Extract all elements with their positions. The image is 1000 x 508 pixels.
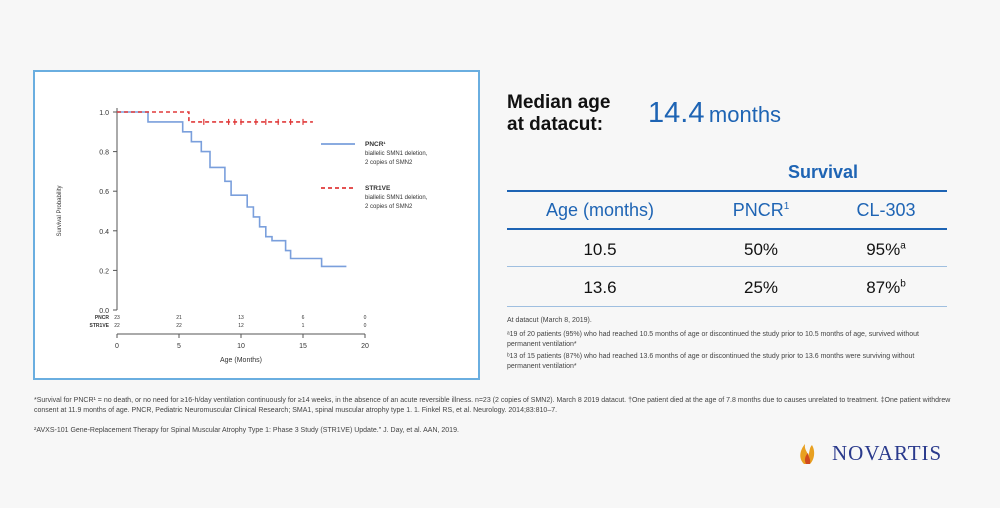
risk-value: 0 [364,315,367,321]
risk-value: 13 [238,315,244,321]
median-age-value: 14.4 months [648,97,781,130]
table-header-rule [507,228,947,230]
risk-value: 12 [238,323,244,329]
risk-value: 23 [114,315,120,321]
header-age: Age (months) [545,200,655,220]
table-bottom-rule [507,306,947,307]
risk-row-label: STR1VE [90,323,110,329]
km-chart-panel: 0.0 0.2 0.4 0.6 0.8 1.0 0 5 10 15 20 Age (Months) Su… [33,70,480,380]
row1-pncr: 50% [743,240,779,259]
legend-text: biallelic SMN1 deletion, [365,195,428,201]
row2-pncr: 25% [743,278,779,297]
risk-value: 21 [176,315,182,321]
risk-value: 1 [302,323,305,329]
novartis-wordmark: NOVARTIS [832,441,943,465]
y-tick-label: 1.0 [99,110,109,117]
risk-row-label: PNCR [95,315,110,321]
x-axis-label: Age (Months) [220,357,262,364]
y-tick-label: 0.4 [99,229,109,236]
x-tick-label: 5 [177,343,181,350]
header-pncr: PNCR1 [732,200,790,220]
x-tick-label: 20 [361,343,369,350]
x-tick-label: 10 [237,343,245,350]
row2-cl303: 87%b [866,278,906,297]
table-top-rule [507,190,947,192]
table-row-rule [507,266,947,267]
note-b: ᵇ13 of 15 patients (87%) who had reached… [507,353,915,370]
median-label-line1: Median age [507,92,611,113]
y-tick-label: 0.2 [99,268,109,275]
row1-age: 10.5 [583,240,617,259]
header-cl303: CL-303 [856,200,916,220]
footer-note-2: ²AVXS-101 Gene-Replacement Therapy for S… [34,427,459,434]
x-tick-label: 0 [115,343,119,350]
note-a: ᵃ19 of 20 patients (95%) who had reached… [507,331,919,348]
row2-age: 13.6 [583,278,617,297]
risk-value: 0 [364,323,367,329]
legend-text: biallelic SMN1 deletion, [365,151,428,157]
y-tick-label: 0.6 [99,189,109,196]
legend-text: 2 copies of SMN2 [365,160,413,166]
novartis-logo [800,444,815,464]
risk-value: 6 [302,315,305,321]
legend-text: PNCR¹ [365,141,386,148]
y-tick-label: 0.8 [99,150,109,157]
median-age-label: Median age at datacut: [507,92,637,136]
series-line-pncr [117,111,347,268]
series-line-str1ve [117,111,313,123]
y-axis-label: Survival Probability [57,185,63,236]
risk-value: 22 [114,323,120,329]
survival-table-title: Survival [787,162,859,182]
legend-text: 2 copies of SMN2 [365,204,413,210]
footer-note-1: *Survival for PNCR¹ = no death, or no ne… [34,397,951,414]
median-number: 14.4 [648,97,705,129]
median-label-line2: at datacut: [507,114,604,135]
x-tick-label: 15 [299,343,307,350]
risk-value: 22 [176,323,182,329]
legend-text: STR1VE [365,185,391,192]
note-datacut: At datacut (March 8, 2019). [507,317,592,324]
y-tick-label: 0.0 [99,308,109,315]
median-unit: months [708,102,782,127]
row1-cl303: 95%a [866,240,906,259]
